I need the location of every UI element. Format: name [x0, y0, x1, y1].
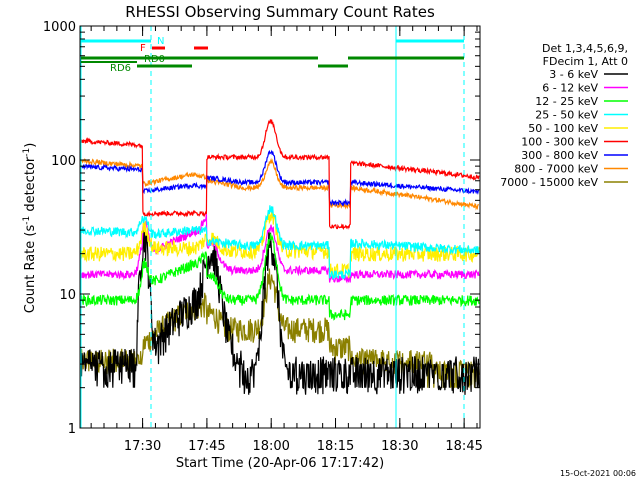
x-tick-label: 18:45 [445, 439, 482, 454]
flag-label-rd6: RD6 [110, 63, 131, 74]
legend-header-2: FDecim 1, Att 0 [543, 55, 628, 68]
series-line-1 [79, 227, 480, 395]
footer-date: 15-Oct-2021 00:06 [560, 469, 636, 478]
series-line-8 [79, 157, 480, 211]
legend-label-9: 7000 - 15000 keV [500, 176, 598, 189]
flag-label-f: F [140, 43, 146, 54]
x-tick-label: 18:15 [317, 439, 354, 454]
x-axis-label: Start Time (20-Apr-06 17:17:42) [176, 456, 384, 471]
series-line-2 [79, 213, 480, 284]
y-tick-label: 1000 [43, 20, 76, 35]
x-tick-label: 18:30 [381, 439, 418, 454]
x-tick-label: 17:45 [188, 439, 225, 454]
y-tick-label: 10 [59, 288, 76, 303]
legend-label-6: 100 - 300 keV [521, 136, 598, 149]
y-tick-label: 100 [51, 154, 76, 169]
series-line-4 [79, 205, 480, 280]
x-tick-label: 17:30 [124, 439, 161, 454]
plot-area [79, 26, 480, 428]
axes-frame [79, 25, 481, 429]
y-tick-label: 1 [68, 422, 76, 437]
series-line-6 [79, 119, 480, 231]
legend-label-8: 800 - 7000 keV [514, 163, 598, 176]
series-line-5 [79, 207, 480, 279]
legend-label-5: 50 - 100 keV [528, 122, 598, 135]
legend-label-7: 300 - 800 keV [521, 149, 598, 162]
x-tick-label: 18:00 [252, 439, 289, 454]
legend-label-1: 3 - 6 keV [549, 68, 598, 81]
flag-label-rd0: RD0 [144, 54, 165, 65]
legend-label-3: 12 - 25 keV [535, 95, 598, 108]
axes: 1 10 100 1000 17:30 17:45 18:00 18:15 18:30 18:45 [43, 20, 483, 454]
series-line-3 [79, 233, 480, 321]
y-axis-label: Count Rate (s-1 detector-1) [22, 143, 38, 314]
legend-label-2: 6 - 12 keV [542, 82, 598, 95]
chart-title: RHESSI Observing Summary Count Rates [125, 3, 435, 21]
series-line-7 [79, 149, 480, 207]
legend: Det 1,3,4,5,6,9,FDecim 1, Att 03 - 6 keV… [500, 42, 628, 189]
legend-label-4: 25 - 50 keV [535, 109, 598, 122]
legend-header-1: Det 1,3,4,5,6,9, [542, 42, 628, 55]
flag-label-n: N [157, 36, 164, 47]
